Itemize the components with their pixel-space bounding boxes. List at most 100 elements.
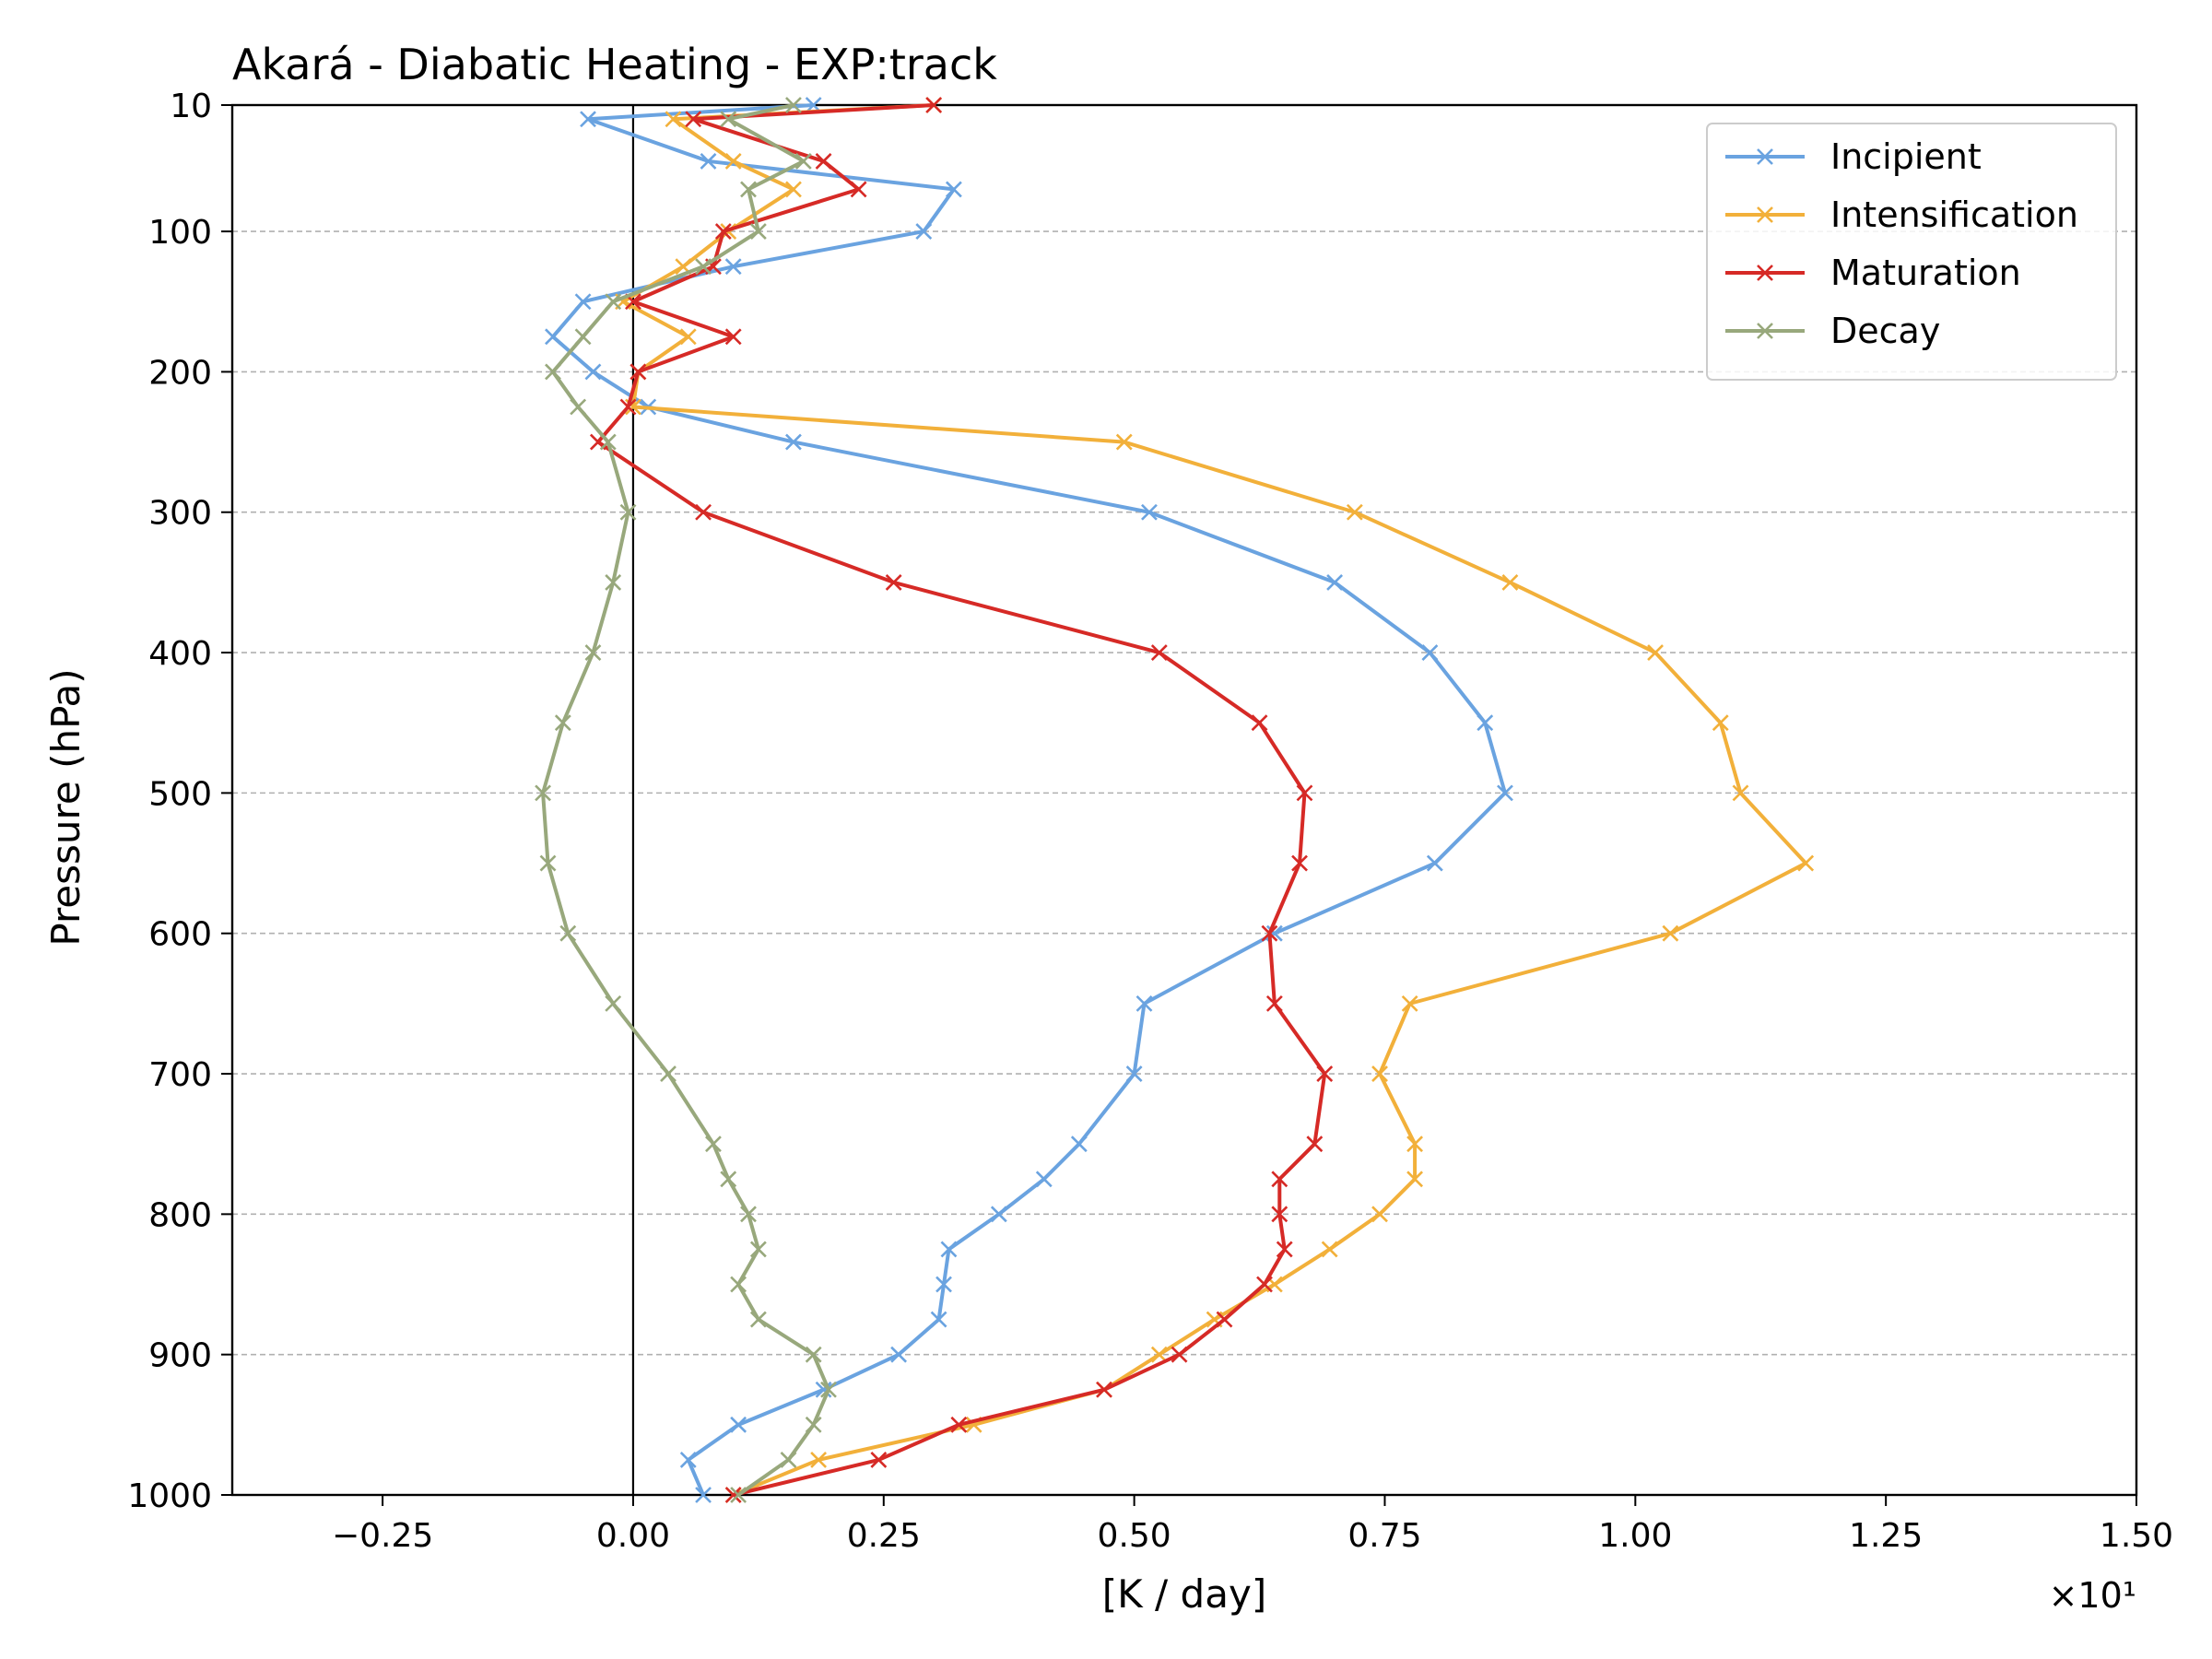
x-tick-label: −0.25 <box>332 1517 433 1555</box>
data-point <box>1125 1065 1143 1082</box>
data-point <box>915 223 933 241</box>
data-point <box>559 924 577 942</box>
y-tick-label: 500 <box>148 775 212 813</box>
y-tick-label: 400 <box>148 635 212 673</box>
x-tick-label: 0.75 <box>1347 1517 1421 1555</box>
legend-label: Incipient <box>1830 136 1982 177</box>
data-point <box>545 328 561 346</box>
data-point <box>605 573 622 591</box>
data-point <box>1662 924 1679 942</box>
data-point <box>1426 854 1443 872</box>
series-line <box>621 103 1808 1497</box>
data-point <box>1647 644 1664 661</box>
data-point <box>950 1416 968 1433</box>
y-tick-label: 200 <box>148 354 212 392</box>
data-point <box>720 111 737 128</box>
data-point <box>885 573 902 591</box>
data-point <box>1271 1171 1288 1188</box>
series-lines <box>535 97 1815 1503</box>
data-point <box>815 1381 832 1398</box>
data-point <box>1265 994 1283 1012</box>
data-point <box>584 363 602 381</box>
data-point <box>1326 573 1344 591</box>
legend-swatch-marker <box>1757 323 1773 339</box>
data-point <box>1135 994 1153 1012</box>
y-tick-label: 800 <box>148 1196 212 1234</box>
data-point <box>629 363 647 381</box>
data-point <box>749 223 767 241</box>
y-tick-label: 600 <box>148 916 212 954</box>
data-point <box>785 433 802 451</box>
data-point <box>1141 503 1158 521</box>
data-point <box>730 1416 747 1433</box>
legend-label: Decay <box>1830 311 1940 351</box>
y-tick-label: 1000 <box>127 1477 212 1515</box>
data-point <box>1216 1311 1233 1328</box>
data-point <box>935 1276 952 1293</box>
data-point <box>850 181 867 198</box>
data-point <box>1296 784 1313 802</box>
data-point <box>1261 924 1278 942</box>
data-point <box>1406 1135 1424 1153</box>
data-point <box>679 1452 697 1468</box>
data-point <box>930 1311 947 1328</box>
x-offset-label: ×10¹ <box>2049 1575 2136 1616</box>
y-tick-label: 100 <box>148 214 212 252</box>
legend-swatch-marker <box>1757 265 1773 281</box>
data-point <box>1150 644 1168 661</box>
data-point <box>724 328 742 346</box>
data-point <box>1421 644 1439 661</box>
data-point <box>1477 714 1494 732</box>
data-point <box>1276 1241 1293 1258</box>
data-point <box>805 1346 822 1363</box>
data-point <box>805 1416 822 1433</box>
data-point <box>695 1487 712 1503</box>
data-point <box>870 1452 888 1468</box>
x-tick-label: 1.50 <box>2100 1517 2173 1555</box>
data-point <box>749 1241 767 1258</box>
data-point <box>730 1487 747 1503</box>
data-point <box>695 258 712 276</box>
data-point <box>580 111 596 128</box>
data-point <box>1797 854 1815 872</box>
data-point <box>700 153 717 170</box>
data-point <box>535 784 552 802</box>
data-point <box>1070 1135 1088 1153</box>
data-point <box>619 503 637 521</box>
data-point <box>1115 433 1133 451</box>
data-point <box>1712 714 1729 732</box>
data-point <box>695 503 712 521</box>
x-tick-label: 0.25 <box>847 1517 921 1555</box>
data-point <box>574 328 592 346</box>
data-point <box>810 1452 828 1468</box>
data-point <box>940 1241 958 1258</box>
y-tick-label: 10 <box>170 88 212 125</box>
data-point <box>605 293 622 311</box>
chart-title: Akará - Diabatic Heating - EXP:track <box>232 40 997 89</box>
data-point <box>1171 1346 1188 1363</box>
data-point <box>570 398 587 416</box>
data-point <box>1501 573 1519 591</box>
series-line <box>595 103 1327 1497</box>
data-point <box>785 97 802 113</box>
y-tick-label: 300 <box>148 495 212 533</box>
x-tick-label: 0.50 <box>1098 1517 1171 1555</box>
x-axis-label: [K / day] <box>1102 1571 1266 1617</box>
data-point <box>679 328 697 346</box>
data-point <box>665 111 682 128</box>
data-point <box>815 153 832 170</box>
legend-label: Maturation <box>1830 253 2021 293</box>
data-point <box>794 153 812 170</box>
x-tick-label: 1.00 <box>1598 1517 1672 1555</box>
data-point <box>990 1206 1007 1223</box>
data-point <box>584 644 602 661</box>
legend-swatch-marker <box>1757 206 1773 223</box>
legend: Incipient Intensification Maturation Decay <box>1706 123 2117 381</box>
data-point <box>720 1171 737 1188</box>
data-point <box>1371 1206 1388 1223</box>
data-point <box>724 258 742 276</box>
data-point <box>1406 1171 1424 1188</box>
data-point <box>1371 1065 1388 1082</box>
